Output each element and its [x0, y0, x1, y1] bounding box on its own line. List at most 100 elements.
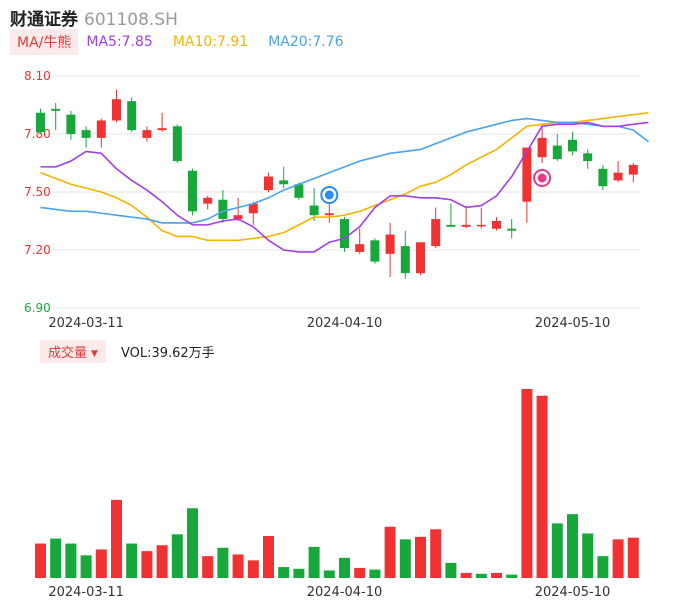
candle-body [461, 224, 471, 227]
volume-bar [247, 560, 259, 578]
volume-bar [202, 556, 214, 578]
candle-body [476, 224, 486, 227]
volume-bar [415, 536, 426, 578]
volume-value: VOL:39.62万手 [120, 345, 215, 361]
volume-bar [50, 538, 62, 578]
volume-bar [323, 570, 335, 578]
volume-bar [217, 547, 229, 578]
candle-body [112, 99, 121, 121]
candle-body [81, 130, 91, 138]
volume-bar [95, 549, 107, 578]
volume-bar [171, 534, 183, 578]
volume-bar [354, 567, 366, 578]
ma10-line [40, 111, 649, 242]
price-tick-label: 7.20 [24, 243, 51, 257]
stock-code: 601108.SH [84, 10, 178, 30]
candle-body [203, 197, 213, 204]
volume-bar [460, 572, 472, 578]
candle-body [400, 246, 410, 274]
volume-bar [308, 546, 320, 578]
candle-body [218, 199, 228, 220]
stock-name: 财通证券 [10, 10, 78, 30]
ma5-line [40, 121, 649, 253]
candle-body [264, 176, 273, 191]
candle-body [446, 224, 456, 227]
candle-body [294, 184, 304, 198]
candle-body [96, 120, 106, 138]
candle-body [142, 130, 152, 138]
volume-date-tick-label: 2024-04-10 [307, 585, 383, 600]
volume-bar [126, 543, 138, 578]
candle-body [248, 203, 258, 214]
candle-body [583, 153, 593, 162]
volume-bar [445, 562, 457, 578]
candle-body [431, 219, 441, 247]
volume-indicator-button[interactable]: 成交量 ▼ [40, 339, 106, 363]
volume-bar [35, 543, 46, 578]
candle-body [172, 126, 182, 162]
volume-bar [263, 536, 274, 578]
candle-body [598, 168, 608, 187]
candle-body [188, 170, 197, 212]
volume-bar [65, 543, 77, 578]
candle-body [568, 139, 577, 152]
price-tick-label: 7.50 [24, 185, 51, 199]
volume-bar [582, 533, 594, 578]
volume-bar [627, 537, 639, 578]
volume-bar [111, 499, 122, 578]
candle-body [492, 221, 501, 229]
volume-bar [156, 545, 168, 578]
candle-body [613, 172, 623, 181]
candle-body [157, 128, 167, 131]
volume-bar [597, 556, 609, 578]
price-tick-label: 6.90 [24, 301, 51, 315]
volume-bar [399, 539, 411, 578]
volume-bar [384, 526, 396, 578]
volume-bar [491, 572, 502, 578]
candle-body [309, 205, 319, 216]
candle-body [552, 145, 562, 160]
volume-date-tick-label: 2024-05-10 [535, 585, 611, 600]
candle-body [36, 112, 45, 133]
bull-face-icon-face [537, 173, 547, 183]
ma20-label: MA20:7.76 [268, 34, 344, 50]
candle-body [385, 234, 395, 254]
candle-body [370, 240, 380, 262]
candle-body [127, 101, 137, 131]
candle-body [51, 108, 61, 111]
candle-body [324, 213, 334, 216]
volume-bar [612, 539, 624, 578]
caret-down-icon: ▼ [91, 348, 98, 359]
volume-bar [521, 389, 533, 578]
ma-legend: MA/牛熊 MA5:7.85 MA10:7.91 MA20:7.76 [10, 29, 344, 55]
price-tick-label: 8.10 [24, 69, 51, 83]
volume-date-tick-label: 2024-03-11 [48, 585, 124, 600]
volume-bar [232, 554, 244, 578]
stock-title: 财通证券 601108.SH [10, 5, 178, 30]
volume-bar [80, 555, 92, 578]
volume-bar [475, 573, 487, 578]
volume-bar [430, 529, 442, 578]
candle-body [537, 137, 547, 158]
volume-indicator-label: 成交量 [48, 345, 88, 361]
volume-bar [369, 569, 381, 578]
candle-body [355, 244, 365, 252]
volume-bar [293, 568, 305, 578]
candle-body [233, 215, 243, 220]
date-tick-label: 2024-04-10 [307, 316, 383, 331]
volume-bar [536, 395, 548, 578]
ma20-line [40, 117, 649, 224]
candle-body [340, 219, 349, 249]
volume-bar [278, 567, 290, 578]
candle-body [66, 114, 76, 134]
volume-bar [187, 508, 198, 578]
ma-indicator-button[interactable]: MA/牛熊 [10, 29, 79, 55]
ma5-label: MA5:7.85 [86, 34, 153, 50]
candle-body [279, 180, 289, 185]
volume-bar [141, 551, 153, 578]
date-tick-label: 2024-05-10 [535, 316, 611, 331]
volume-bar [506, 574, 518, 578]
volume-bar [567, 514, 578, 578]
date-tick-label: 2024-03-11 [48, 316, 124, 331]
